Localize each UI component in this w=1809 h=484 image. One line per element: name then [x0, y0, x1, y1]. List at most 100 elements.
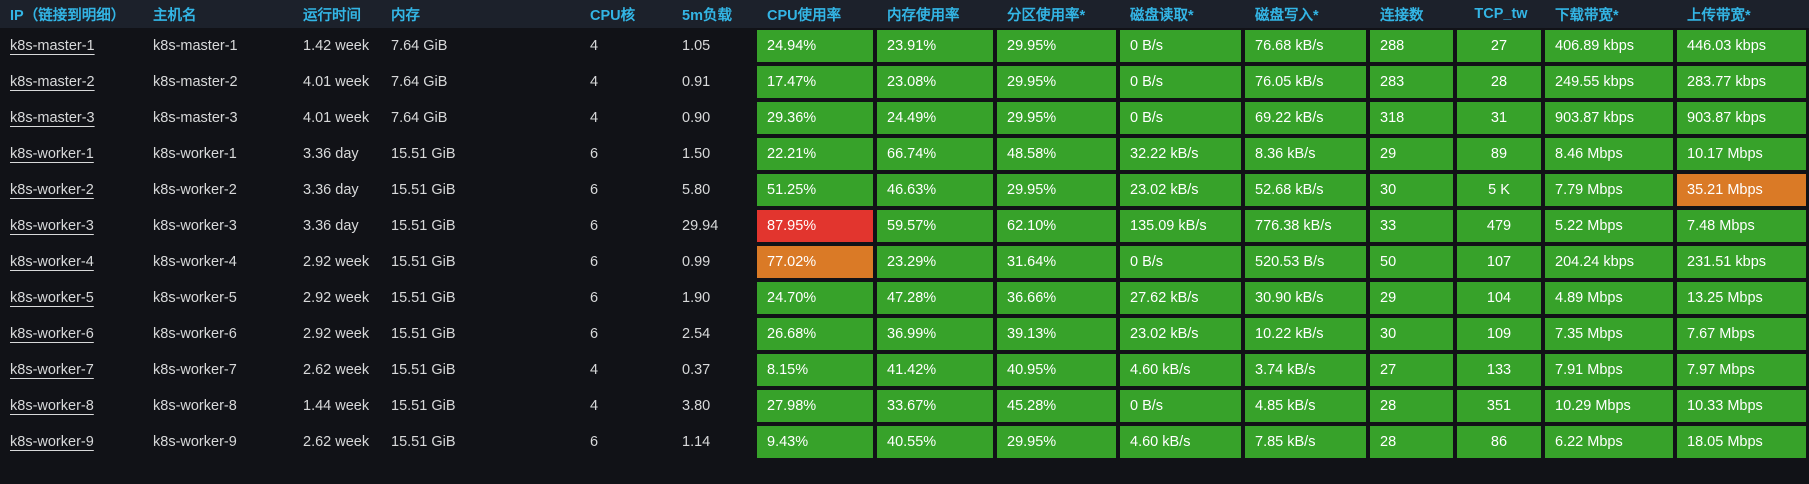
cell-ip: k8s-worker-2	[0, 172, 143, 208]
cell-upload_bw: 10.33 Mbps	[1677, 388, 1809, 424]
cell-tcp_tw: 109	[1457, 316, 1545, 352]
cell-memory: 15.51 GiB	[391, 290, 456, 306]
metric-value-pill: 903.87 kbps	[1677, 102, 1806, 134]
ip-link[interactable]: k8s-master-2	[10, 74, 95, 90]
cell-memory: 15.51 GiB	[391, 218, 456, 234]
column-header-tcp_tw[interactable]: TCP_tw	[1474, 6, 1528, 22]
cell-upload_bw: 7.48 Mbps	[1677, 208, 1809, 244]
ip-link[interactable]: k8s-worker-3	[10, 218, 94, 234]
cell-disk_read: 27.62 kB/s	[1120, 280, 1245, 316]
metric-value-pill: 6.22 Mbps	[1545, 426, 1673, 458]
metric-value-pill: 4.89 Mbps	[1545, 282, 1673, 314]
cell-tcp_tw: 5 K	[1457, 172, 1545, 208]
cell-uptime: 2.92 week	[303, 254, 370, 270]
cell-disk_write: 7.85 kB/s	[1245, 424, 1370, 460]
column-header-partition_usage[interactable]: 分区使用率*	[1007, 7, 1086, 24]
cell-load5m: 1.05	[682, 38, 711, 54]
metric-value-pill: 27	[1457, 30, 1541, 62]
cell-memory: 15.51 GiB	[391, 254, 456, 270]
cell-cpu_usage: 51.25%	[757, 172, 877, 208]
column-header-hostname[interactable]: 主机名	[153, 7, 197, 24]
metric-value-pill: 28	[1370, 390, 1453, 422]
ip-link[interactable]: k8s-master-3	[10, 110, 95, 126]
cell-connections: 50	[1370, 244, 1457, 280]
column-header-upload_bw[interactable]: 上传带宽*	[1687, 7, 1751, 24]
metric-value-pill: 0 B/s	[1120, 246, 1241, 278]
cell-disk_write: 8.36 kB/s	[1245, 136, 1370, 172]
metric-value-pill: 7.97 Mbps	[1677, 354, 1806, 386]
cell-uptime: 2.92 week	[303, 326, 370, 342]
column-header-connections[interactable]: 连接数	[1380, 7, 1424, 24]
cell-download_bw: 10.29 Mbps	[1545, 388, 1677, 424]
node-metrics-table: IP（链接到明细） 主机名 运行时间 内存 CPU核 5m负载 CPU使用率 内存使用率 分区使…	[0, 0, 1809, 460]
ip-link[interactable]: k8s-worker-2	[10, 182, 94, 198]
cell-tcp_tw: 133	[1457, 352, 1545, 388]
cell-hostname: k8s-worker-1	[153, 146, 237, 162]
cell-ip: k8s-worker-3	[0, 208, 143, 244]
ip-link[interactable]: k8s-master-1	[10, 38, 95, 54]
cell-disk_write: 776.38 kB/s	[1245, 208, 1370, 244]
ip-link[interactable]: k8s-worker-7	[10, 362, 94, 378]
metric-value-pill: 30	[1370, 174, 1453, 206]
ip-link[interactable]: k8s-worker-6	[10, 326, 94, 342]
cell-mem_usage: 41.42%	[877, 352, 997, 388]
table-row: k8s-worker-4 k8s-worker-4 2.92 week 15.51 G…	[0, 244, 1809, 280]
cell-cpu_usage: 24.94%	[757, 28, 877, 64]
column-header-disk_write[interactable]: 磁盘写入*	[1255, 7, 1319, 24]
metric-value-pill: 77.02%	[757, 246, 873, 278]
ip-link[interactable]: k8s-worker-8	[10, 398, 94, 414]
cell-download_bw: 249.55 kbps	[1545, 64, 1677, 100]
column-header-uptime[interactable]: 运行时间	[303, 7, 361, 24]
metric-value-pill: 29.95%	[997, 30, 1116, 62]
column-header-disk_read[interactable]: 磁盘读取*	[1130, 7, 1194, 24]
metric-value-pill: 10.17 Mbps	[1677, 138, 1806, 170]
cell-load5m: 1.50	[682, 146, 711, 162]
column-header-download_bw[interactable]: 下载带宽*	[1555, 7, 1619, 24]
cell-download_bw: 8.46 Mbps	[1545, 136, 1677, 172]
cell-cpu_usage: 77.02%	[757, 244, 877, 280]
cell-hostname: k8s-master-1	[153, 38, 238, 54]
metric-value-pill: 22.21%	[757, 138, 873, 170]
ip-link[interactable]: k8s-worker-1	[10, 146, 94, 162]
metric-value-pill: 33.67%	[877, 390, 993, 422]
column-header-memory[interactable]: 内存	[391, 7, 420, 24]
cell-connections: 33	[1370, 208, 1457, 244]
metric-value-pill: 24.49%	[877, 102, 993, 134]
column-header-load5m[interactable]: 5m负载	[682, 7, 732, 24]
column-header-mem_usage[interactable]: 内存使用率	[887, 7, 960, 24]
ip-link[interactable]: k8s-worker-5	[10, 290, 94, 306]
ip-link[interactable]: k8s-worker-9	[10, 434, 94, 450]
cell-tcp_tw: 27	[1457, 28, 1545, 64]
cell-ip: k8s-worker-9	[0, 424, 143, 460]
column-header-cpu_usage[interactable]: CPU使用率	[767, 7, 842, 24]
metric-value-pill: 18.05 Mbps	[1677, 426, 1806, 458]
column-header-ip[interactable]: IP（链接到明细）	[10, 7, 126, 24]
cell-upload_bw: 35.21 Mbps	[1677, 172, 1809, 208]
metric-value-pill: 0 B/s	[1120, 30, 1241, 62]
metric-value-pill: 29.95%	[997, 426, 1116, 458]
table-row: k8s-worker-5 k8s-worker-5 2.92 week 15.51 G…	[0, 280, 1809, 316]
column-header-cpu_cores[interactable]: CPU核	[590, 7, 636, 24]
cell-download_bw: 204.24 kbps	[1545, 244, 1677, 280]
metric-value-pill: 36.66%	[997, 282, 1116, 314]
metric-value-pill: 8.36 kB/s	[1245, 138, 1366, 170]
metric-value-pill: 5 K	[1457, 174, 1541, 206]
metric-value-pill: 47.28%	[877, 282, 993, 314]
metric-value-pill: 27	[1370, 354, 1453, 386]
cell-connections: 30	[1370, 316, 1457, 352]
cell-disk_write: 3.74 kB/s	[1245, 352, 1370, 388]
metric-value-pill: 7.79 Mbps	[1545, 174, 1673, 206]
metric-value-pill: 27.62 kB/s	[1120, 282, 1241, 314]
cell-cpu_cores: 6	[590, 182, 599, 198]
ip-link[interactable]: k8s-worker-4	[10, 254, 94, 270]
cell-cpu_cores: 6	[590, 290, 599, 306]
cell-partition_usage: 29.95%	[997, 28, 1120, 64]
metric-value-pill: 40.55%	[877, 426, 993, 458]
cell-memory: 15.51 GiB	[391, 182, 456, 198]
cell-hostname: k8s-master-3	[153, 110, 238, 126]
cell-disk_read: 23.02 kB/s	[1120, 316, 1245, 352]
metric-value-pill: 10.33 Mbps	[1677, 390, 1806, 422]
cell-cpu_cores: 6	[590, 434, 599, 450]
cell-ip: k8s-worker-8	[0, 388, 143, 424]
metric-value-pill: 28	[1457, 66, 1541, 98]
